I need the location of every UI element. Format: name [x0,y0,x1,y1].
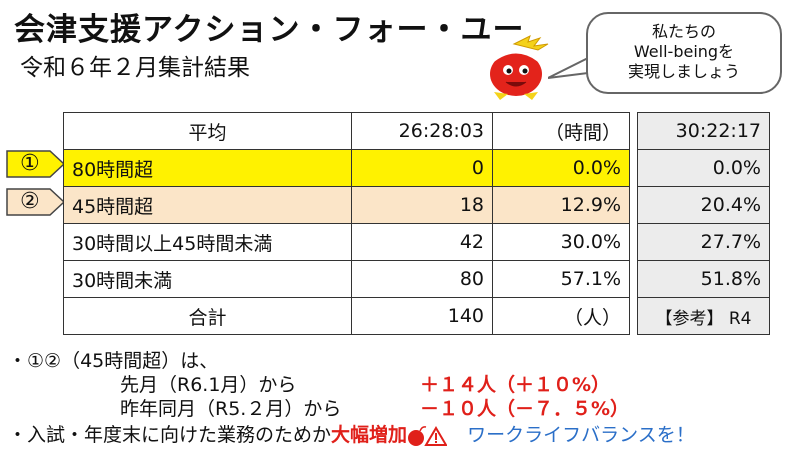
note-line-2-label: 先月（R6.1月）から [120,374,297,396]
bubble-line-2: Well-beingを [633,42,735,61]
average-unit: （時間） [492,112,630,150]
marker-2-label: ② [20,189,40,214]
marker-1: ① [6,150,66,178]
marker-1-label: ① [20,151,40,176]
overtime-table: 平均 26:28:03 （時間） 30:22:17 80時間超 0 0.0% 0… [63,112,770,335]
page-title: 会津支援アクション・フォー・ユー [14,12,525,48]
marker-2: ② [6,188,66,216]
note-line-2-value: ＋１４人（＋１０%） [420,374,611,396]
page-subtitle: 令和６年２月集計結果 [20,55,250,81]
row-label: 45時間超 [63,186,352,224]
table-row-total: 合計 140 （人） 【参考】 R4 [63,297,770,335]
note-line-4-emphasis: 大幅増加 [331,424,408,446]
table-row: 30時間未満 80 57.1% 51.8% [63,260,770,298]
row-ref: 0.0% [637,149,770,187]
table-row: 45時間超 18 12.9% 20.4% [63,186,770,224]
table-row-average: 平均 26:28:03 （時間） 30:22:17 [63,112,770,150]
row-label: 30時間未満 [63,260,352,298]
note-line-3-label: 昨年同月（R5.２月）から [120,398,342,420]
bubble-tail [548,53,596,79]
bubble-line-1: 私たちの [651,22,716,41]
bubble-line-3: 実現しましょう [627,62,740,81]
total-unit: （人） [492,297,630,335]
average-time: 26:28:03 [351,112,493,150]
speech-bubble: 私たちの Well-beingを 実現しましょう [586,12,782,94]
row-label: 80時間超 [63,149,352,187]
average-ref: 30:22:17 [637,112,770,150]
total-label: 合計 [63,297,352,335]
row-ref: 27.7% [637,223,770,261]
row-label: 30時間以上45時間未満 [63,223,352,261]
note-line-4: ・入試・年度末に向けた業務のためか大幅増加 ワークライフバランスを！ [8,420,695,447]
table-row: 30時間以上45時間未満 42 30.0% 27.7% [63,223,770,261]
row-pct: 0.0% [492,149,630,187]
warning-icon [424,425,448,446]
note-line-4-label: ・入試・年度末に向けた業務のためか [8,424,332,446]
table-row: 80時間超 0 0.0% 0.0% [63,149,770,187]
note-call-to-action: ワークライフバランスを！ [467,424,695,446]
bomb-warning-icons [408,425,448,446]
row-ref: 51.8% [637,260,770,298]
row-count: 80 [351,260,493,298]
bomb-icon [408,425,427,446]
row-count: 0 [351,149,493,187]
row-count: 18 [351,186,493,224]
total-count: 140 [351,297,493,335]
row-pct: 30.0% [492,223,630,261]
row-pct: 57.1% [492,260,630,298]
reference-label: 【参考】 R4 [637,297,770,335]
row-pct: 12.9% [492,186,630,224]
average-label: 平均 [63,112,352,150]
row-count: 42 [351,223,493,261]
row-ref: 20.4% [637,186,770,224]
mascot-icon [490,35,549,100]
note-line-1: ・①②（45時間超）は、 [8,350,219,372]
note-line-3-value: －１０人（－７．５%） [420,398,630,420]
